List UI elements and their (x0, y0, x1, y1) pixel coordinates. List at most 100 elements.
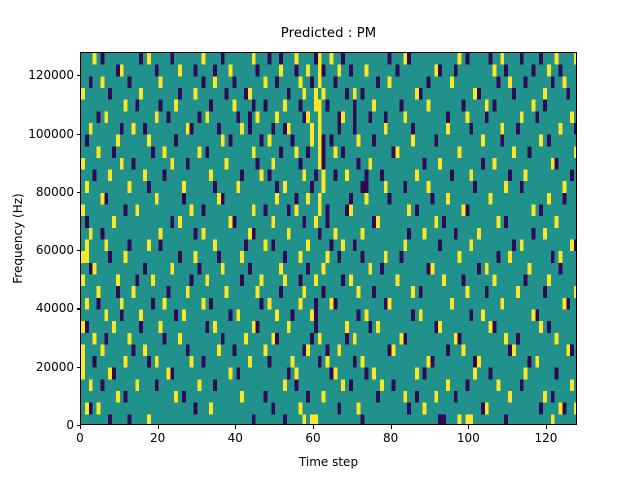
heatmap-cell-low (504, 216, 509, 228)
heatmap-cell-low (411, 122, 415, 135)
heatmap-cell-low (112, 146, 116, 158)
heatmap-cell-low (213, 181, 217, 193)
heatmap-cell-low (333, 169, 338, 182)
heatmap-cell-low (244, 239, 248, 252)
heatmap-cell-low (104, 192, 109, 205)
heatmap-cell-high (372, 99, 377, 112)
heatmap-cell-low (558, 64, 563, 77)
heatmap-cell-low (562, 402, 567, 415)
heatmap-cell-high (147, 134, 151, 147)
heatmap-cell-high (546, 64, 551, 77)
heatmap-cell-low (376, 391, 380, 403)
heatmap-cell-low (407, 53, 412, 65)
heatmap-cell-low (321, 286, 326, 298)
heatmap-cell-low (395, 64, 400, 77)
heatmap-cell-low (92, 356, 97, 368)
heatmap-cell-low (574, 239, 576, 252)
heatmap-cell-high (294, 367, 299, 380)
heatmap-cell-high (337, 344, 342, 357)
heatmap-cell-high (294, 53, 299, 65)
heatmap-cell-high (387, 297, 392, 310)
heatmap-cell-low (232, 216, 237, 228)
heatmap-cell-high (166, 367, 171, 380)
heatmap-cell-low (325, 204, 330, 217)
heatmap-cell-low (224, 87, 229, 100)
heatmap-cell-high (508, 251, 512, 263)
heatmap-cell-low (329, 367, 334, 380)
heatmap-cell-low (465, 204, 470, 217)
heatmap-cell-high (550, 157, 555, 170)
heatmap-cell-low (356, 157, 361, 170)
heatmap-cell-high (414, 169, 419, 182)
heatmap-cell-high (469, 414, 474, 424)
heatmap-cell-low (213, 379, 217, 392)
heatmap-cell-low (539, 204, 544, 217)
heatmap-cell-low (539, 53, 544, 65)
heatmap-cell-low (275, 76, 280, 88)
heatmap-cell-low (500, 134, 505, 147)
heatmap-cell-high (84, 239, 89, 252)
heatmap-cell-low (430, 356, 435, 368)
heatmap-cell-low (174, 309, 179, 322)
heatmap-cell-high (360, 227, 365, 240)
heatmap-cell-low (508, 344, 512, 357)
heatmap-cell-low (399, 251, 404, 263)
heatmap-cell-low (166, 111, 171, 123)
heatmap-cell-high (275, 111, 280, 123)
heatmap-cell-low (100, 379, 105, 392)
heatmap-cell-high (181, 309, 186, 322)
heatmap-cell-high (321, 391, 326, 403)
heatmap-cell-low (473, 356, 478, 368)
heatmap-cell-high (313, 216, 318, 228)
heatmap-cell-low (147, 356, 151, 368)
heatmap-cell-high (422, 402, 427, 415)
heatmap-cell-low (271, 239, 276, 252)
heatmap-cell-low (383, 297, 388, 310)
heatmap-cell-low (104, 332, 109, 345)
heatmap-cell-low (158, 99, 163, 112)
heatmap-cell-low (546, 134, 551, 147)
heatmap-cell-low (282, 414, 287, 424)
heatmap-cell-high (216, 344, 221, 357)
heatmap-cell-high (434, 64, 439, 77)
heatmap-cell-low (162, 169, 167, 182)
heatmap-cell-high (411, 286, 415, 298)
heatmap-cell-low (387, 53, 392, 65)
heatmap-cell-low (119, 309, 124, 322)
heatmap-cell-low (387, 344, 392, 357)
plot-area (80, 52, 577, 425)
heatmap-cell-low (387, 192, 392, 205)
heatmap-cell-high (286, 321, 291, 333)
heatmap-cell-low (240, 169, 245, 182)
heatmap-cell-low (189, 122, 194, 135)
heatmap-cell-high (399, 332, 404, 345)
heatmap-cell-low (372, 134, 377, 147)
heatmap-cell-low (240, 274, 245, 287)
heatmap-cell-low (271, 402, 276, 415)
heatmap-cell-high (310, 414, 314, 424)
heatmap-cell-low (267, 53, 272, 65)
heatmap-cell-high (519, 111, 524, 123)
heatmap-cell-high (306, 64, 311, 77)
heatmap-cell-high (135, 204, 140, 217)
heatmap-cell-high (244, 332, 248, 345)
heatmap-cell-high (453, 332, 458, 345)
heatmap-cell-high (574, 286, 576, 298)
heatmap-cell-low (131, 157, 136, 170)
heatmap-cell-low (321, 157, 326, 170)
heatmap-cell-high (108, 367, 113, 380)
y-tick-label: 80000 (35, 184, 74, 199)
heatmap-cell-low (123, 204, 128, 217)
heatmap-cell-high (302, 286, 307, 298)
heatmap-cell-high (123, 356, 128, 368)
heatmap-cell-low (469, 122, 474, 135)
heatmap-cell-low (279, 146, 283, 158)
heatmap-cell-high (317, 192, 322, 205)
heatmap-cell-high (189, 204, 194, 217)
heatmap-cell-low (496, 76, 501, 88)
heatmap-cell-high (321, 87, 326, 100)
heatmap-cell-low (321, 146, 326, 158)
heatmap-cell-low (306, 146, 311, 158)
heatmap-cell-low (108, 87, 113, 100)
